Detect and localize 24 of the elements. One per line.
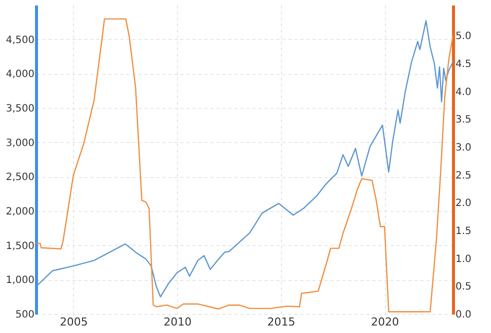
y-tick-label: 2,500: [6, 172, 34, 184]
y-tick-label: 2,000: [6, 206, 34, 218]
y2-tick-label: 3.5: [456, 114, 472, 126]
y2-tick-label: 0.0: [456, 310, 472, 320]
y-tick-label: 3,500: [6, 104, 34, 114]
y-tick-label: 4,000: [6, 69, 34, 80]
x-tick-label: 2010: [164, 316, 192, 328]
y2-tick-label: 4.5: [456, 58, 472, 70]
y2-tick-label: 1.5: [456, 226, 472, 237]
y2-tick-label: 2.0: [456, 198, 472, 210]
y-tick-label: 500: [15, 310, 34, 320]
y2-tick-label: 4.0: [456, 86, 472, 98]
y2-tick-label: 2.5: [456, 170, 472, 182]
y-tick-label: 4,500: [6, 34, 34, 46]
y2-tick-label: 1.0: [456, 254, 472, 265]
y2-tick-label: 3.0: [456, 142, 472, 154]
x-tick-label: 2020: [371, 316, 400, 328]
y2-tick-label: 0.5: [456, 282, 472, 293]
y-tick-label: 1,000: [6, 275, 34, 286]
x-tick-label: 2005: [60, 316, 88, 328]
y2-tick-label: 5.0: [456, 31, 472, 42]
x-tick-label: 2015: [267, 316, 296, 328]
y-tick-label: 3,000: [6, 138, 34, 149]
y-tick-label: 1,500: [6, 240, 34, 252]
